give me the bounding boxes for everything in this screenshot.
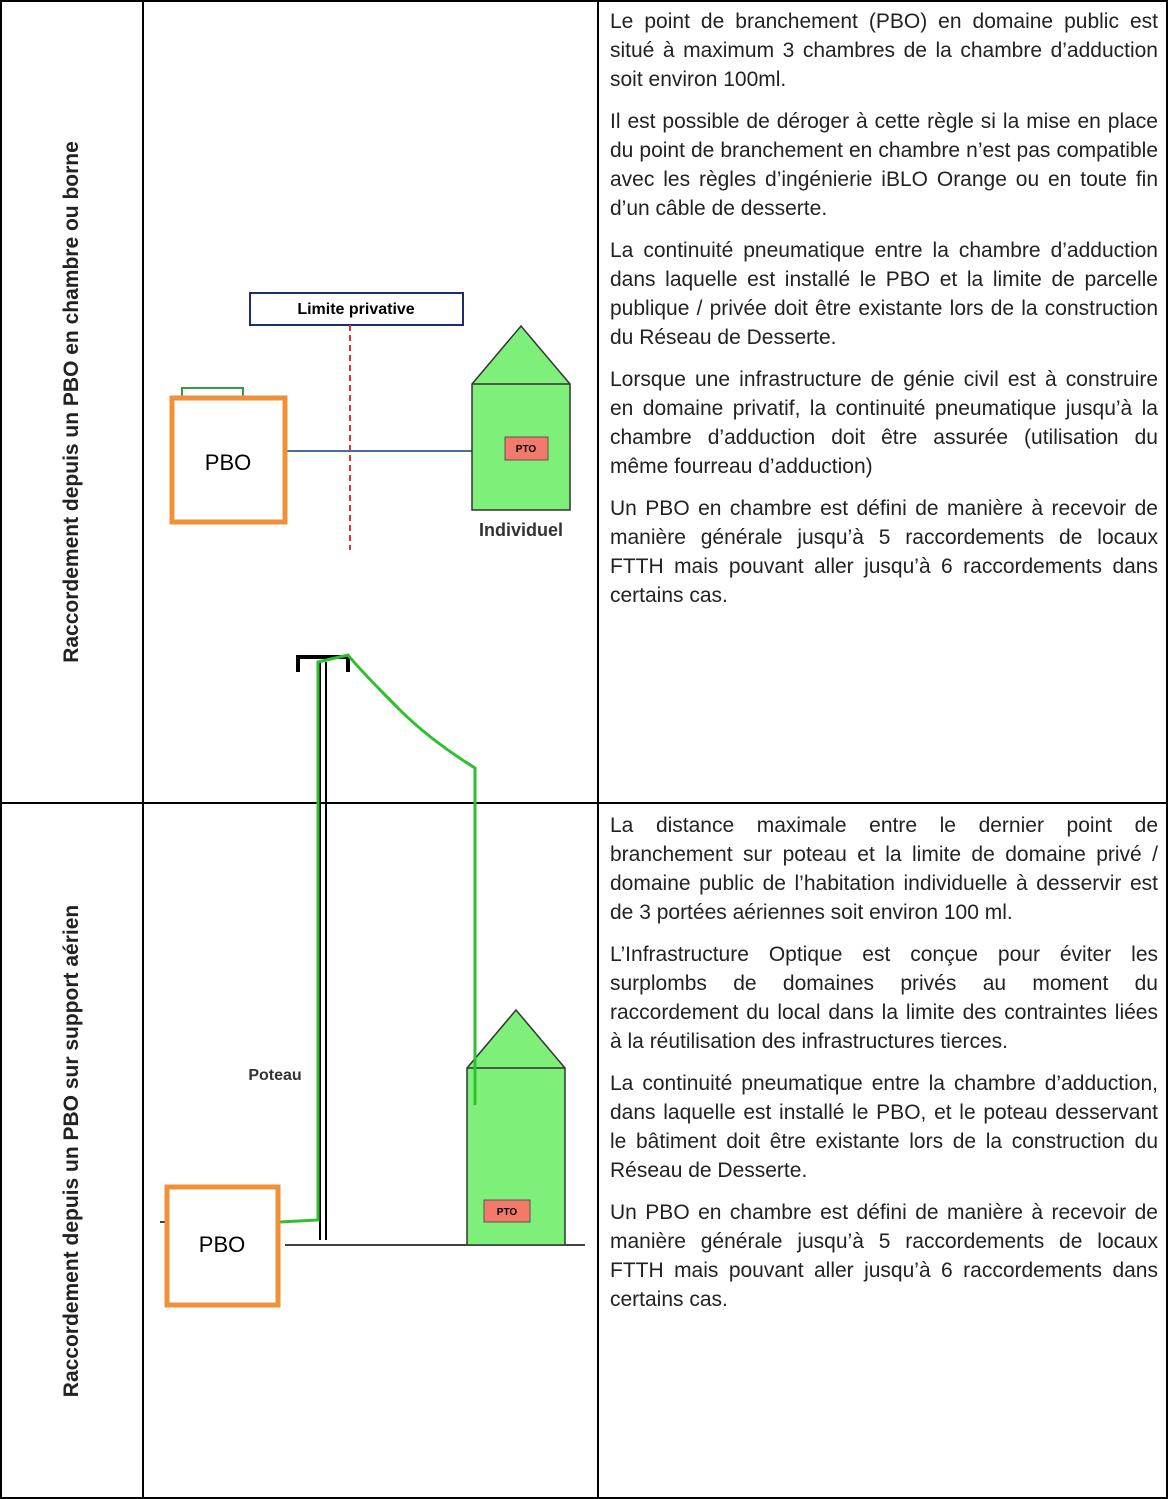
diagram-aerien: PTO Poteau PBO bbox=[160, 653, 585, 1308]
paragraph: La continuité pneumatique entre la chamb… bbox=[610, 239, 1158, 349]
paragraph: Le point de branchement (PBO) en domaine… bbox=[610, 10, 1158, 91]
pbo-label: PBO bbox=[205, 450, 251, 475]
paragraph: Un PBO en chambre est défini de manière … bbox=[610, 497, 1158, 607]
text-cell: Le point de branchement (PBO) en domaine… bbox=[598, 7, 1168, 623]
paragraph: Il est possible de déroger à cette règle… bbox=[610, 110, 1158, 220]
pole-label: Poteau bbox=[248, 1067, 301, 1084]
pto-label: PTO bbox=[497, 1207, 518, 1218]
row-label: Raccordement depuis un PBO en chambre ou… bbox=[60, 141, 83, 663]
paragraph: L’Infrastructure Optique est conçue pour… bbox=[610, 943, 1158, 1053]
paragraph: Lorsque une infrastructure de génie civi… bbox=[610, 368, 1158, 478]
pto-label: PTO bbox=[516, 444, 537, 455]
diagram-chambre: Limite privative PBO PTO Individuel bbox=[169, 292, 571, 550]
row-label: Raccordement depuis un PBO sur support a… bbox=[60, 904, 83, 1398]
pbo-label: PBO bbox=[199, 1232, 245, 1257]
paragraph: Un PBO en chambre est défini de manière … bbox=[610, 1201, 1158, 1311]
paragraph: La continuité pneumatique entre la chamb… bbox=[610, 1072, 1158, 1182]
text-cell: La distance maximale entre le dernier po… bbox=[598, 811, 1168, 1327]
building-label: Individuel bbox=[479, 520, 563, 540]
paragraph: La distance maximale entre le dernier po… bbox=[610, 814, 1158, 924]
boundary-label: Limite privative bbox=[297, 301, 414, 318]
